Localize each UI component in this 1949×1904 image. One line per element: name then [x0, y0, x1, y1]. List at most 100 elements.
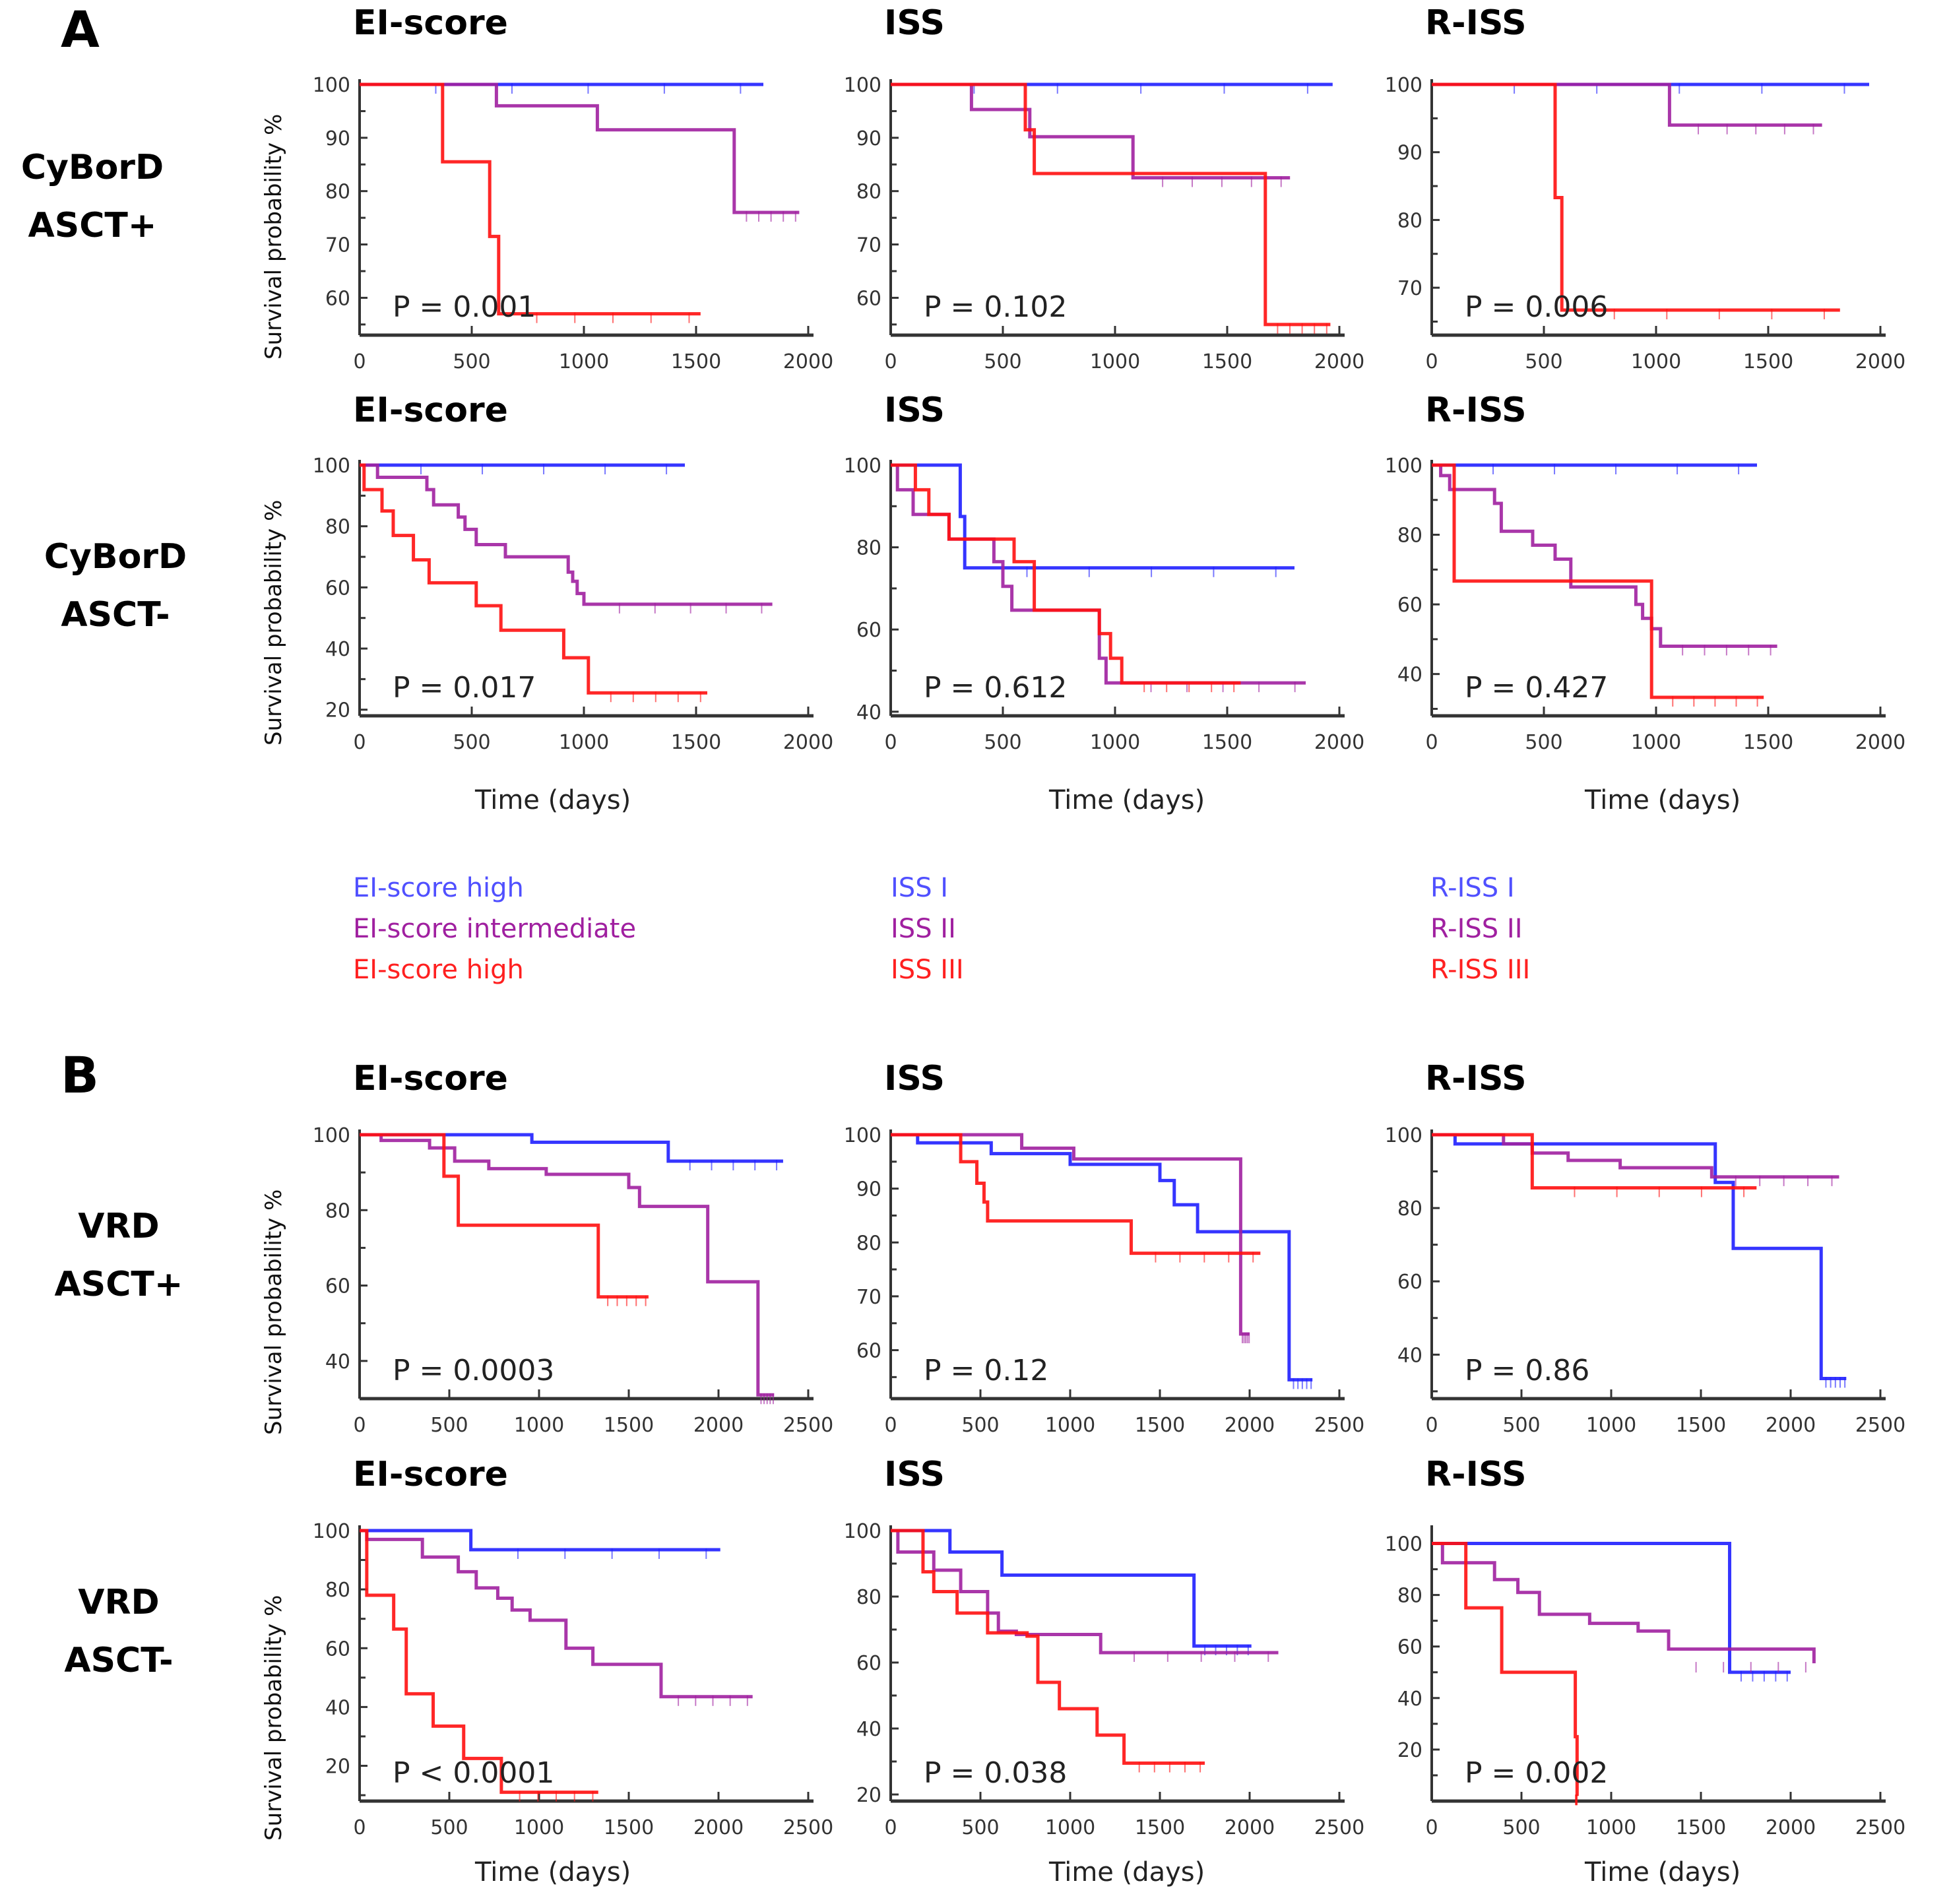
km-curve-2	[891, 1529, 1279, 1655]
x-tick-label: 2500	[1314, 1816, 1364, 1839]
x-tick-label: 1500	[1676, 1816, 1726, 1839]
p-value: P = 0.002	[1465, 1756, 1608, 1790]
x-tick-label: 500	[984, 350, 1021, 373]
y-tick-label: 80	[856, 181, 881, 204]
x-tick-label: 2000	[783, 731, 833, 754]
km-curve-1	[891, 463, 1294, 570]
km-curve-1	[1432, 1542, 1791, 1674]
km-curve-3	[360, 463, 707, 695]
km-curve-3	[360, 1133, 649, 1299]
y-tick-label: 100	[1385, 455, 1422, 478]
y-tick-label: 70	[1397, 277, 1422, 300]
legend-item: R-ISS III	[1430, 955, 1531, 985]
legend-item: ISS III	[891, 955, 964, 985]
row-label-asct: ASCT+	[54, 1265, 183, 1304]
x-tick-label: 500	[430, 1816, 468, 1839]
km-curve-3	[360, 1529, 598, 1794]
y-tick-label: 100	[1385, 74, 1422, 97]
y-tick-label: 80	[325, 1199, 350, 1222]
chart-title: EI-score	[353, 391, 508, 430]
x-tick-label: 1500	[1676, 1414, 1726, 1437]
row-label-asct: ASCT-	[61, 595, 170, 635]
x-tick-label: 1500	[1202, 731, 1252, 754]
x-tick-label: 1500	[604, 1414, 654, 1437]
x-tick-label: 0	[353, 731, 366, 754]
y-tick-label: 70	[325, 234, 350, 257]
km-curve-2	[1432, 1133, 1839, 1179]
legend-r-iss: R-ISS I R-ISS II R-ISS III	[1430, 868, 1530, 990]
km-curve-1	[360, 1133, 783, 1163]
p-value: P = 0.001	[393, 290, 536, 324]
y-tick-label: 60	[325, 577, 350, 600]
x-axis-label: Time (days)	[475, 785, 631, 815]
y-tick-label: 100	[844, 1520, 881, 1543]
km-curve-1	[1432, 1133, 1847, 1380]
x-tick-label: 2000	[1855, 350, 1905, 373]
x-tick-label: 1500	[604, 1816, 654, 1839]
x-tick-label: 0	[884, 1414, 897, 1437]
row-label-cybord-asct-minus: CyBorD ASCT-	[16, 528, 214, 644]
x-tick-label: 1500	[1135, 1414, 1185, 1437]
y-tick-label: 20	[856, 1784, 881, 1807]
x-tick-label: 1500	[1743, 731, 1793, 754]
x-tick-label: 1500	[1202, 350, 1252, 373]
y-tick-label: 60	[1397, 1271, 1422, 1294]
x-tick-label: 500	[430, 1414, 468, 1437]
y-tick-label: 100	[844, 455, 881, 478]
km-curve-3	[891, 1133, 1261, 1255]
chart-title: R-ISS	[1425, 3, 1527, 43]
p-value: P = 0.86	[1465, 1354, 1589, 1387]
x-tick-label: 2500	[783, 1414, 833, 1437]
km-curve-2	[891, 1133, 1250, 1336]
km-curve-2	[891, 463, 1306, 685]
chart-title: EI-score	[353, 3, 508, 43]
chart-title: R-ISS	[1425, 1059, 1527, 1098]
y-tick-label: 60	[856, 1652, 881, 1675]
km-curve-1	[891, 1529, 1252, 1648]
x-tick-label: 1000	[1090, 350, 1140, 373]
y-tick-label: 40	[325, 1696, 350, 1719]
legend-item: EI-score intermediate	[353, 914, 637, 944]
x-tick-label: 1000	[514, 1816, 564, 1839]
y-tick-label: 100	[1385, 1533, 1422, 1556]
km-curve-3	[1432, 1133, 1757, 1190]
x-tick-label: 500	[1525, 731, 1562, 754]
y-axis-label: Survival probability %	[261, 1595, 287, 1841]
km-curve-1	[360, 1529, 720, 1552]
y-tick-label: 60	[1397, 594, 1422, 617]
chart-title: ISS	[884, 1455, 945, 1494]
y-axis-label: Survival probability %	[261, 113, 287, 360]
y-tick-label: 80	[856, 1232, 881, 1255]
x-tick-label: 500	[1502, 1816, 1540, 1839]
x-tick-label: 0	[884, 1816, 897, 1839]
km-curve-3	[891, 1529, 1205, 1765]
x-tick-label: 500	[961, 1816, 999, 1839]
y-axis-label: Survival probability %	[261, 1189, 287, 1435]
y-tick-label: 80	[1397, 209, 1422, 232]
y-tick-label: 90	[856, 1178, 881, 1201]
x-tick-label: 1000	[559, 731, 609, 754]
y-tick-label: 100	[1385, 1124, 1422, 1147]
x-tick-label: 500	[1525, 350, 1562, 373]
row-label-regimen: VRD	[78, 1207, 160, 1246]
km-curve-3	[1432, 82, 1840, 312]
x-tick-label: 1000	[1045, 1414, 1095, 1437]
row-label-cybord-asct-plus: CyBorD ASCT+	[0, 139, 191, 255]
km-curve-1	[891, 1133, 1313, 1381]
panel-label-b: B	[61, 1046, 99, 1104]
y-tick-label: 70	[856, 234, 881, 257]
legend-item: EI-score high	[353, 873, 524, 903]
x-axis-label: Time (days)	[475, 1857, 631, 1888]
x-tick-label: 0	[353, 1414, 366, 1437]
legend-item: EI-score high	[353, 955, 524, 985]
p-value: P = 0.102	[924, 290, 1067, 324]
x-tick-label: 500	[984, 731, 1021, 754]
y-tick-label: 80	[856, 537, 881, 560]
